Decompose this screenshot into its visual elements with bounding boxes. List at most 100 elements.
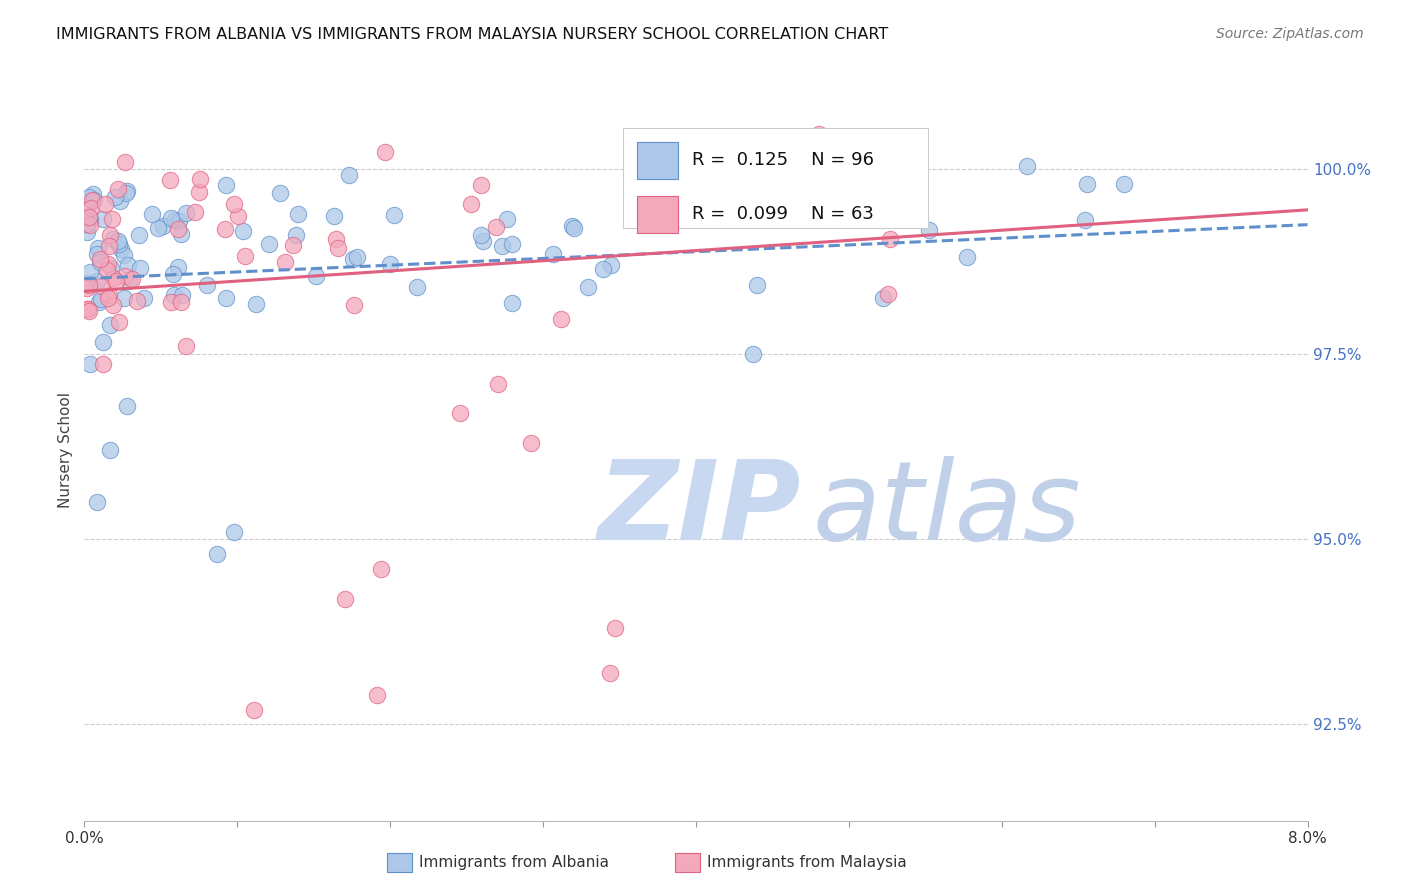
- Point: [97, 257, 120, 271]
- Point: [77, 304, 100, 318]
- Point: [176, 205, 198, 219]
- Point: [741, 347, 763, 361]
- Point: [174, 339, 197, 353]
- Point: [485, 220, 508, 235]
- Point: [215, 291, 238, 305]
- Point: [917, 223, 939, 237]
- Point: [91, 211, 114, 226]
- Point: [98, 443, 121, 458]
- Point: [460, 197, 482, 211]
- Point: [103, 298, 125, 312]
- Point: [117, 184, 139, 198]
- Point: [245, 297, 267, 311]
- Point: [104, 274, 127, 288]
- Point: [470, 228, 492, 243]
- Point: [380, 257, 402, 271]
- Point: [470, 178, 492, 193]
- Point: [118, 274, 141, 288]
- Point: [100, 212, 122, 227]
- Point: [222, 197, 245, 211]
- Point: [101, 271, 124, 285]
- Y-axis label: Nursery School: Nursery School: [58, 392, 73, 508]
- Point: [108, 237, 131, 252]
- Point: [159, 173, 181, 187]
- Text: ZIP: ZIP: [598, 456, 801, 563]
- Point: [502, 236, 524, 251]
- Point: [79, 357, 101, 371]
- Point: [76, 199, 98, 213]
- Point: [112, 248, 135, 262]
- Point: [562, 221, 585, 235]
- Point: [117, 258, 139, 272]
- Point: [86, 495, 108, 509]
- Point: [323, 209, 346, 223]
- Point: [76, 276, 98, 290]
- Point: [146, 221, 169, 235]
- Point: [90, 278, 112, 293]
- Point: [152, 219, 174, 233]
- Point: [215, 178, 238, 192]
- Point: [550, 312, 572, 326]
- Point: [128, 260, 150, 275]
- Point: [128, 228, 150, 243]
- Point: [76, 281, 98, 295]
- Point: [346, 250, 368, 264]
- Point: [274, 255, 297, 269]
- Point: [491, 239, 513, 253]
- Point: [305, 269, 328, 284]
- Point: [87, 241, 110, 255]
- Point: [77, 211, 100, 225]
- Point: [167, 221, 190, 235]
- Point: [93, 197, 115, 211]
- Text: Immigrants from Albania: Immigrants from Albania: [419, 855, 609, 870]
- Point: [86, 246, 108, 260]
- Point: [104, 190, 127, 204]
- Point: [187, 185, 209, 199]
- Point: [283, 238, 305, 252]
- Point: [471, 234, 494, 248]
- Point: [576, 279, 599, 293]
- Point: [184, 205, 207, 219]
- Point: [79, 277, 101, 292]
- Point: [343, 298, 366, 312]
- Point: [101, 232, 124, 246]
- Point: [114, 155, 136, 169]
- Point: [167, 214, 190, 228]
- Point: [90, 292, 112, 306]
- Point: [269, 186, 291, 200]
- Point: [342, 252, 364, 266]
- Point: [668, 194, 690, 209]
- Point: [80, 193, 103, 207]
- Point: [97, 291, 120, 305]
- Point: [406, 280, 429, 294]
- Point: [91, 335, 114, 350]
- Point: [900, 168, 922, 182]
- Point: [195, 277, 218, 292]
- Point: [112, 291, 135, 305]
- Point: [100, 261, 122, 276]
- FancyBboxPatch shape: [623, 128, 928, 228]
- Point: [700, 203, 723, 218]
- Point: [243, 703, 266, 717]
- Point: [76, 302, 98, 317]
- Point: [876, 287, 898, 301]
- Point: [160, 294, 183, 309]
- FancyBboxPatch shape: [637, 195, 678, 233]
- Point: [107, 182, 129, 196]
- Point: [1114, 177, 1136, 191]
- Point: [325, 231, 347, 245]
- Point: [501, 296, 523, 310]
- Point: [141, 207, 163, 221]
- Text: atlas: atlas: [813, 456, 1081, 563]
- Point: [91, 357, 114, 371]
- Point: [541, 247, 564, 261]
- Point: [114, 268, 136, 283]
- Point: [89, 255, 111, 269]
- Text: IMMIGRANTS FROM ALBANIA VS IMMIGRANTS FROM MALAYSIA NURSERY SCHOOL CORRELATION C: IMMIGRANTS FROM ALBANIA VS IMMIGRANTS FR…: [56, 27, 889, 42]
- Point: [125, 294, 148, 309]
- Point: [108, 194, 131, 208]
- Text: R =  0.099    N = 63: R = 0.099 N = 63: [692, 205, 875, 223]
- Point: [1074, 212, 1097, 227]
- Point: [1017, 159, 1039, 173]
- Point: [79, 202, 101, 216]
